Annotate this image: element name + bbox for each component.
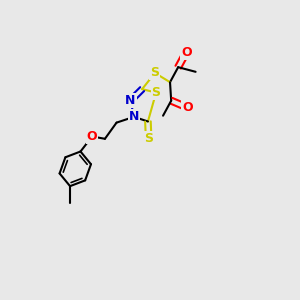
Text: S: S [150, 67, 159, 80]
Text: S: S [144, 132, 153, 145]
Text: N: N [125, 94, 136, 107]
Text: S: S [152, 86, 160, 99]
Text: O: O [87, 130, 98, 143]
Text: O: O [181, 46, 192, 59]
Text: O: O [182, 101, 193, 114]
Text: N: N [129, 110, 139, 123]
